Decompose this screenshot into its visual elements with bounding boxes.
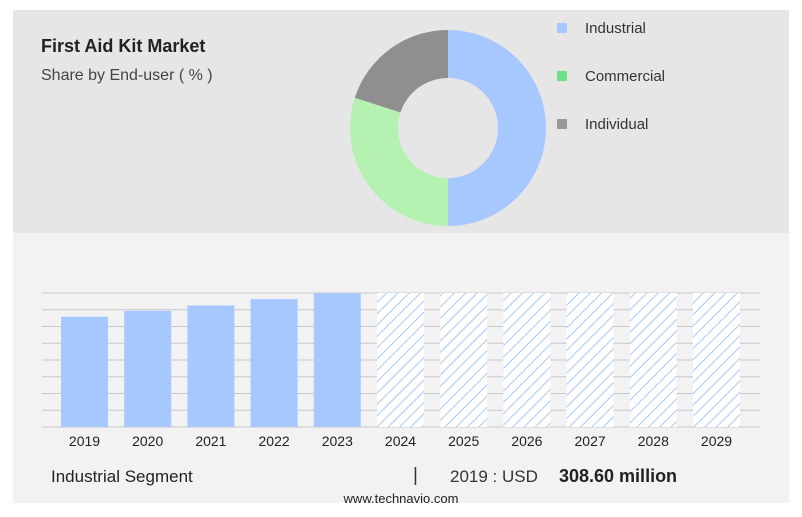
legend-label-individual: Individual xyxy=(585,116,649,133)
donut-chart xyxy=(349,30,546,226)
legend-label-industrial: Industrial xyxy=(585,20,646,37)
footer-value: 308.60 million xyxy=(559,466,678,486)
bar-2020 xyxy=(124,310,172,427)
chart-title: First Aid Kit Market xyxy=(41,36,206,56)
x-tick-label-2021: 2021 xyxy=(195,433,226,449)
bar-2021 xyxy=(187,305,235,427)
x-tick-label-2020: 2020 xyxy=(132,433,163,449)
chart-subtitle: Share by End-user ( % ) xyxy=(41,67,213,84)
x-tick-label-2026: 2026 xyxy=(511,433,542,449)
source-link[interactable]: www.technavio.com xyxy=(343,491,459,506)
forecast-bar-2029 xyxy=(693,293,740,427)
forecast-bar-2028 xyxy=(629,293,677,427)
legend-item-commercial: Commercial xyxy=(557,68,665,85)
x-tick-label-2029: 2029 xyxy=(701,433,732,449)
x-tick-label-2019: 2019 xyxy=(69,433,100,449)
forecast-bar-2025 xyxy=(440,293,488,427)
x-tick-label-2023: 2023 xyxy=(322,433,353,449)
forecast-bar-2027 xyxy=(566,293,614,427)
x-tick-label-2025: 2025 xyxy=(448,433,479,449)
donut-slice-commercial xyxy=(349,97,448,226)
legend-swatch-commercial xyxy=(557,71,567,82)
bar-2023 xyxy=(313,293,361,427)
x-tick-label-2022: 2022 xyxy=(259,433,290,449)
footer-year-label: 2019 : USD xyxy=(450,467,538,486)
forecast-bar-2024 xyxy=(377,293,424,427)
legend-item-industrial: Industrial xyxy=(557,20,646,37)
bar-2019 xyxy=(61,316,108,427)
x-tick-label-2024: 2024 xyxy=(385,433,416,449)
legend-label-commercial: Commercial xyxy=(585,68,666,85)
legend-swatch-industrial xyxy=(557,23,567,34)
legend-swatch-individual xyxy=(557,119,567,130)
forecast-bar-2026 xyxy=(503,293,551,427)
bar-x-labels: 2019 2020 2021 2022 2023 2024 2025 2026 2027 2028… xyxy=(69,433,732,449)
x-tick-label-2028: 2028 xyxy=(638,433,669,449)
segment-label: Industrial Segment xyxy=(51,467,193,486)
bar-2022 xyxy=(250,299,298,427)
donut-slice-industrial xyxy=(448,30,546,226)
donut-slice-individual xyxy=(354,30,448,113)
footer-separator: | xyxy=(413,465,418,486)
bar-chart xyxy=(61,293,740,427)
x-tick-label-2027: 2027 xyxy=(575,433,606,449)
legend-item-individual: Individual xyxy=(557,116,648,133)
